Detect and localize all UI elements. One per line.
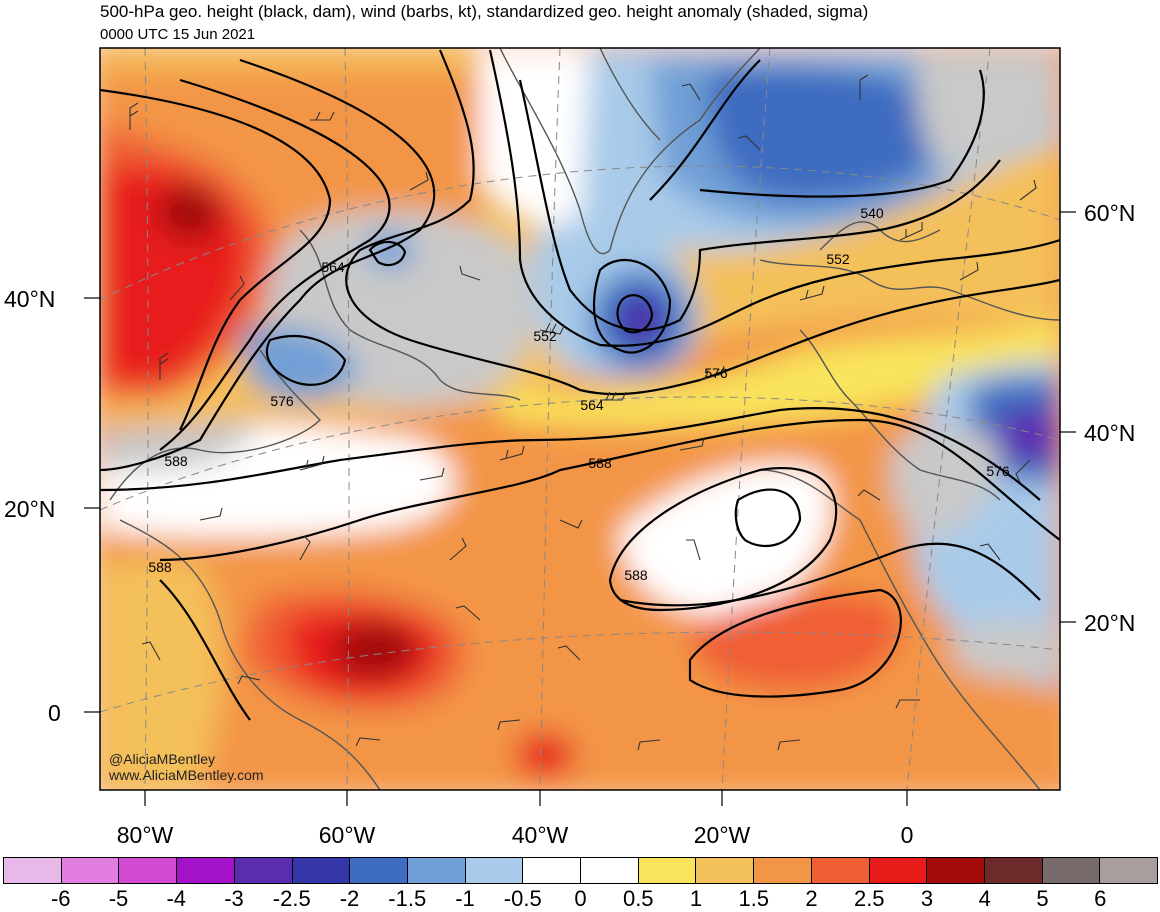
contour-label: 540 — [860, 205, 884, 221]
colorbar-tick-label: -1 — [455, 886, 475, 911]
colorbar-swatch — [292, 858, 351, 883]
lat-label-left: 20°N — [4, 496, 56, 522]
lon-label: 40°W — [511, 822, 569, 848]
colorbar-tick-label: 2 — [805, 886, 818, 911]
lat-label-right: 40°N — [1084, 420, 1136, 446]
colorbar-swatch — [4, 858, 62, 883]
map-frame — [99, 47, 1061, 791]
colorbar-tick-label: -3 — [224, 886, 244, 911]
colorbar-swatch — [523, 858, 582, 883]
colorbar-swatch — [927, 858, 985, 883]
colorbar-swatch — [119, 858, 178, 883]
contour-label: 564 — [321, 259, 345, 275]
colorbar-swatch — [407, 858, 466, 883]
colorbar-tick-label: 4 — [978, 886, 991, 911]
contour-label: 564 — [580, 397, 604, 413]
colorbar-tick-label: 5 — [1036, 886, 1049, 911]
valid-time: 0000 UTC 15 Jun 2021 — [100, 26, 256, 43]
colorbar-swatch — [465, 858, 524, 883]
lat-label-right: 20°N — [1084, 610, 1136, 636]
graticule — [100, 48, 1060, 790]
contour-label: 588 — [588, 455, 612, 471]
contour-labels: 564 552 576 564 588 588 588 576 552 540 … — [148, 205, 1010, 583]
contour-label: 588 — [148, 559, 172, 575]
colorbar-swatch — [234, 858, 293, 883]
colorbar-tick-label: -6 — [50, 886, 71, 911]
colorbar-tick-label: 3 — [920, 886, 934, 911]
lat-label-left: 0 — [48, 700, 61, 726]
credit-website: www.AliciaMBentley.com — [109, 767, 264, 783]
colorbar-swatch — [869, 858, 928, 883]
contour-label: 576 — [270, 393, 294, 409]
colorbar-tick-label: 0 — [574, 886, 587, 911]
colorbar-tick-label: 2.5 — [853, 886, 885, 911]
lat-label-left: 40°N — [4, 286, 56, 312]
colorbar-swatch — [811, 858, 870, 883]
colorbar-swatch — [1100, 858, 1158, 883]
lon-label: 60°W — [318, 822, 376, 848]
colorbar — [3, 857, 1158, 884]
contour-label: 576 — [704, 365, 728, 381]
colorbar-tick-label: -1.5 — [388, 886, 427, 911]
colorbar-swatch — [177, 858, 235, 883]
contour-label: 576 — [986, 463, 1010, 479]
lon-label: 80°W — [116, 822, 174, 848]
colorbar-swatch — [350, 858, 408, 883]
colorbar-tick-label: 0.5 — [622, 886, 654, 911]
colorbar-tick-label: 6 — [1094, 886, 1107, 911]
credit-handle: @AliciaMBentley — [109, 751, 216, 767]
height-contours — [100, 49, 1060, 721]
colorbar-tick-label: -0.5 — [503, 886, 542, 911]
chart-title: 500-hPa geo. height (black, dam), wind (… — [100, 2, 869, 21]
contour-label: 552 — [826, 251, 850, 267]
colorbar-swatch — [754, 858, 812, 883]
lat-label-right: 60°N — [1084, 200, 1136, 226]
colorbar-tick-label: -2 — [339, 886, 360, 911]
colorbar-swatch — [61, 858, 120, 883]
colorbar-swatch — [984, 858, 1043, 883]
lon-label: 0 — [900, 822, 914, 848]
colorbar-tick-label: -5 — [108, 886, 129, 911]
wind-barbs — [129, 74, 1037, 751]
anomaly-shading — [100, 48, 1060, 790]
colorbar-swatch — [696, 858, 755, 883]
contour-label: 588 — [624, 567, 648, 583]
colorbar-tick-label: 1.5 — [738, 886, 770, 911]
colorbar-swatch — [1042, 858, 1101, 883]
colorbar-swatch — [638, 858, 697, 883]
contour-label: 552 — [533, 328, 557, 344]
colorbar-tick-label: -4 — [166, 886, 187, 911]
colorbar-swatch — [581, 858, 639, 883]
tick-marks — [84, 211, 1076, 806]
colorbar-tick-label: -2.5 — [272, 886, 311, 911]
lon-label: 20°W — [693, 822, 751, 848]
colorbar-tick-label: 1 — [689, 886, 703, 911]
contour-label: 588 — [164, 453, 188, 469]
